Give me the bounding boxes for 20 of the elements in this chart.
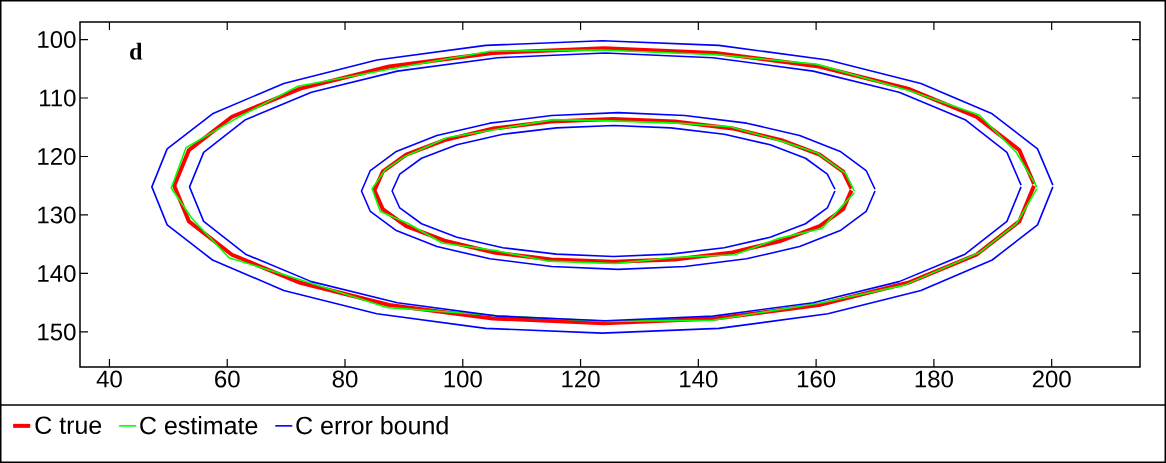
y-tick-label: 150	[38, 323, 76, 341]
y-tick-label: 130	[38, 206, 76, 224]
x-tick-label: 120	[562, 370, 600, 388]
x-tick-label: 80	[332, 370, 358, 388]
x-tick-label: 180	[915, 370, 953, 388]
x-tick-label: 140	[680, 370, 718, 388]
y-tick-label: 120	[38, 148, 76, 165]
x-tick-label: 100	[444, 370, 482, 388]
y-tick-label: 100	[38, 31, 76, 49]
x-tick-label: 200	[1032, 370, 1071, 388]
legend-label: C true	[35, 416, 102, 435]
y-tick-label: 110	[40, 89, 76, 107]
x-tick-label: 60	[215, 370, 240, 388]
y-tick-label: 140	[38, 264, 76, 282]
legend-label: C error bound	[296, 416, 448, 435]
x-tick-label: 40	[96, 370, 122, 388]
x-tick-label: 160	[797, 370, 836, 388]
line-series	[391, 124, 836, 258]
legend-label: C estimate	[140, 416, 258, 435]
annotation: d	[130, 42, 143, 60]
